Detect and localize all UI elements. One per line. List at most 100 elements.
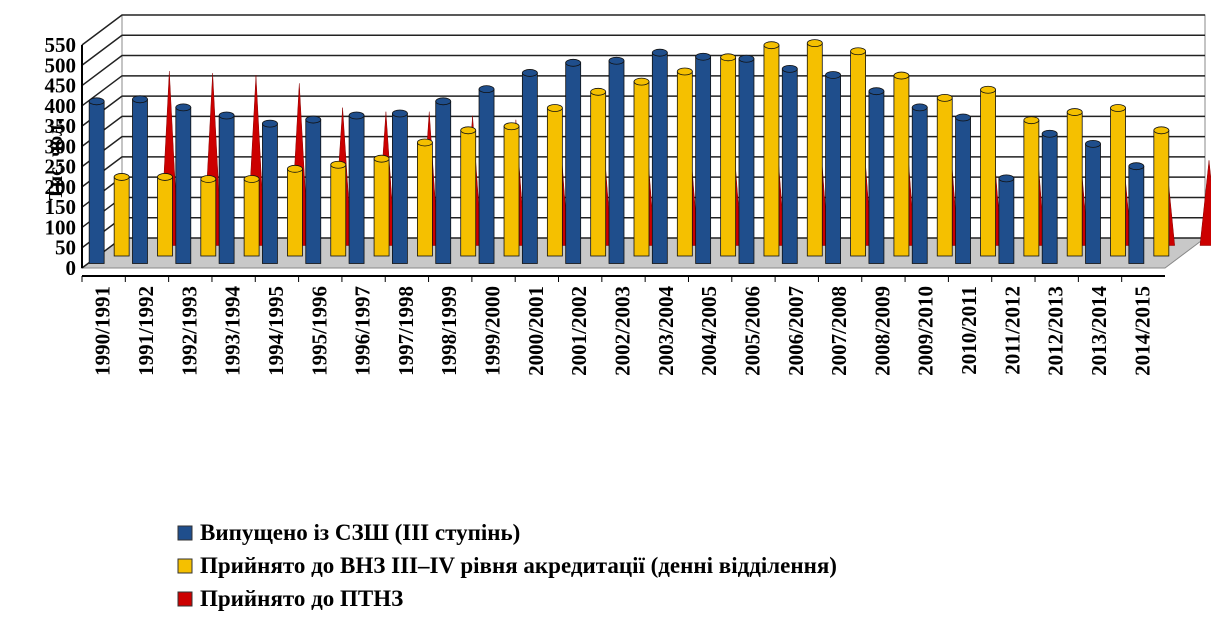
bar-cap — [460, 126, 477, 135]
x-tick-label: 1996/1997 — [351, 286, 375, 376]
bar-cap — [955, 113, 971, 122]
bar — [1128, 165, 1145, 264]
bar — [608, 60, 625, 264]
bar-cap — [1085, 139, 1101, 148]
bar-cap — [1128, 162, 1145, 171]
bar — [936, 97, 953, 257]
grid-line — [81, 75, 1205, 107]
bar-cap — [157, 173, 173, 181]
bar — [738, 58, 755, 264]
x-tick-label: 1997/1998 — [394, 286, 418, 376]
bar-cap — [695, 52, 712, 61]
x-tick-label: 1993/1994 — [221, 286, 245, 376]
bar — [850, 50, 866, 257]
bar-cap — [850, 47, 866, 56]
y-tick-label: 450 — [45, 74, 77, 98]
y-tick-label: 150 — [45, 195, 77, 219]
y-tick-label: 550 — [45, 33, 77, 57]
bar-cap — [305, 115, 322, 124]
x-tick-label: 2009/2010 — [914, 286, 938, 376]
x-tick-label: 2006/2007 — [784, 286, 808, 376]
bar — [955, 117, 971, 264]
bar — [132, 98, 148, 264]
bar — [88, 100, 105, 264]
bar — [1085, 143, 1101, 264]
bar — [157, 176, 173, 257]
bar-cap — [503, 122, 520, 131]
bar — [262, 123, 278, 264]
x-tick-label: 2014/2015 — [1130, 286, 1154, 376]
bar — [287, 168, 303, 257]
bar-cap — [1041, 129, 1058, 138]
bar — [781, 68, 798, 264]
bar-cap — [980, 85, 996, 94]
bar-cap — [416, 138, 433, 147]
y-tick-label: 200 — [45, 175, 77, 199]
bar — [503, 125, 520, 257]
bar — [720, 56, 737, 257]
y-tick-label: 50 — [55, 236, 76, 260]
y-tick-label: 350 — [45, 114, 77, 138]
x-tick-label: 2004/2005 — [697, 286, 721, 376]
bar-cap — [132, 95, 148, 104]
bar — [460, 129, 477, 257]
bar — [416, 142, 433, 257]
x-tick-label: 2005/2006 — [740, 286, 764, 376]
bar-cap — [546, 104, 563, 112]
bar — [435, 100, 452, 264]
bar-cap — [330, 160, 347, 169]
y-tick-label: 400 — [45, 94, 77, 118]
bar-cap — [1153, 126, 1170, 135]
bar — [1066, 111, 1083, 257]
x-tick-label: 1995/1996 — [307, 286, 331, 376]
x-tick-label: 1992/1993 — [177, 286, 201, 376]
bar-cap — [391, 109, 408, 118]
bar-cap — [781, 64, 798, 73]
bar — [1153, 129, 1170, 257]
legend-label: Випущено із СЗШ (ІІІ ступінь) — [200, 520, 520, 545]
bar-cap — [565, 58, 582, 67]
grid-line — [81, 34, 1205, 66]
bar-cap — [243, 175, 260, 183]
bar-cap — [1066, 108, 1083, 116]
legend-label: Прийнято до ПТНЗ — [200, 586, 403, 611]
bar-cap — [348, 111, 365, 120]
bar — [651, 52, 668, 264]
bar-cap — [738, 54, 755, 63]
bar — [218, 115, 235, 264]
y-axis-label: Тис. чол. — [45, 120, 67, 200]
bar-cap — [720, 53, 737, 62]
bar — [1110, 107, 1126, 257]
x-tick-label: 2003/2004 — [654, 286, 678, 376]
bar-cap — [911, 103, 928, 112]
bar — [676, 71, 693, 257]
bar-cap — [893, 71, 910, 80]
x-tick-label: 2001/2002 — [567, 286, 591, 376]
bar-cap — [633, 77, 650, 86]
x-tick-label: 2010/2011 — [957, 286, 981, 375]
bar-cap — [825, 71, 841, 79]
bar — [590, 91, 607, 257]
bar-cap — [521, 69, 538, 77]
bar — [243, 178, 260, 257]
bar — [998, 177, 1015, 264]
bar — [391, 113, 408, 264]
x-tick-label: 2012/2013 — [1044, 286, 1068, 376]
bar — [806, 42, 823, 257]
bar — [1023, 119, 1040, 257]
bar — [868, 90, 885, 264]
bar-cap — [262, 119, 278, 128]
bar — [305, 119, 322, 264]
bar-cap — [868, 87, 885, 96]
bar-cap — [113, 173, 130, 181]
bar-cap — [200, 175, 217, 183]
x-tick-label: 1998/1999 — [437, 286, 461, 376]
y-tick-label: 300 — [45, 134, 77, 158]
bar-cap — [218, 111, 235, 120]
bar-cap — [175, 103, 192, 112]
x-tick-label: 2002/2003 — [611, 286, 635, 376]
bar-cap — [998, 174, 1015, 183]
bar — [546, 107, 563, 257]
grid-line — [81, 14, 1205, 46]
